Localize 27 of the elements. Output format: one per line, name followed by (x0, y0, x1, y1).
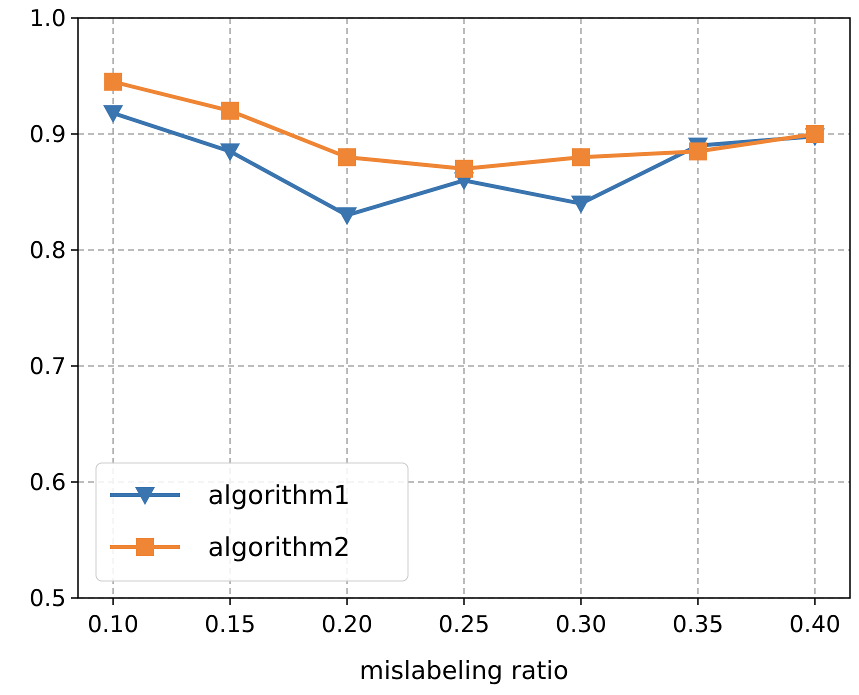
x-tick-label: 0.40 (789, 612, 841, 638)
point (337, 207, 358, 226)
x-tick-label: 0.15 (204, 612, 256, 638)
y-tick-label: 0.7 (29, 354, 66, 380)
x-tick-label: 0.10 (87, 612, 139, 638)
point (104, 72, 122, 91)
x-tick-label: 0.25 (438, 612, 490, 638)
point (572, 148, 590, 166)
point (220, 143, 240, 162)
point (103, 105, 124, 124)
y-tick-label: 1.0 (29, 6, 66, 32)
point (570, 196, 591, 214)
point (806, 125, 824, 143)
x-tick-label: 0.30 (555, 612, 607, 638)
x-tick-label: 0.35 (672, 612, 724, 638)
point (688, 142, 707, 160)
y-tick-label: 0.5 (29, 586, 66, 612)
legend-label: algorithm2 (208, 533, 350, 564)
point (221, 102, 240, 120)
x-tick-label: 0.20 (321, 612, 373, 638)
legend-label: algorithm1 (208, 481, 350, 512)
y-tick-label: 0.6 (29, 470, 66, 496)
y-tick-label: 0.9 (29, 122, 66, 148)
point (338, 148, 356, 166)
y-tick-label: 0.8 (29, 238, 66, 264)
x-axis-title: mislabeling ratio (359, 656, 569, 685)
point (455, 160, 473, 178)
